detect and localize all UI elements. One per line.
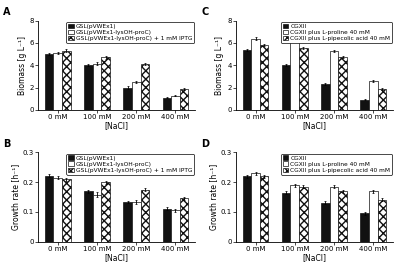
Bar — [84, 191, 92, 242]
Text: C: C — [201, 7, 208, 17]
Y-axis label: Biomass [g L⁻¹]: Biomass [g L⁻¹] — [216, 36, 224, 95]
Bar — [290, 39, 299, 110]
Bar — [180, 89, 188, 110]
Bar — [132, 82, 140, 110]
Bar — [140, 190, 149, 242]
Bar — [378, 200, 386, 242]
Bar — [84, 65, 92, 110]
Bar — [180, 199, 188, 242]
Bar — [369, 81, 378, 110]
X-axis label: [NaCl]: [NaCl] — [302, 121, 326, 130]
Y-axis label: Growth rate [h⁻¹]: Growth rate [h⁻¹] — [11, 164, 20, 230]
Bar — [171, 96, 180, 110]
Legend: GSL(pVWEx1), GSL(pVWEx1-lysOH-proC), GSL(pVWEx1-lysOH-proC) + 1 mM IPTG: GSL(pVWEx1), GSL(pVWEx1-lysOH-proC), GSL… — [66, 22, 194, 43]
Bar — [251, 38, 260, 110]
Bar — [282, 65, 290, 110]
Legend: CGXII, CGXII plus L-proline 40 mM, CGXII plus L-pipecolic acid 40 mM: CGXII, CGXII plus L-proline 40 mM, CGXII… — [281, 22, 392, 43]
Bar — [321, 203, 330, 242]
Bar — [92, 63, 101, 110]
Bar — [360, 100, 369, 110]
Bar — [299, 48, 308, 110]
Bar — [260, 176, 268, 242]
Bar — [53, 178, 62, 242]
Y-axis label: Biomass [g L⁻¹]: Biomass [g L⁻¹] — [18, 36, 26, 95]
Bar — [251, 173, 260, 242]
Y-axis label: Growth rate [h⁻¹]: Growth rate [h⁻¹] — [209, 164, 218, 230]
Bar — [171, 210, 180, 242]
Bar — [369, 191, 378, 242]
Bar — [242, 176, 251, 242]
Bar — [338, 57, 347, 110]
Bar — [290, 185, 299, 242]
X-axis label: [NaCl]: [NaCl] — [104, 253, 128, 262]
Bar — [378, 89, 386, 110]
Bar — [62, 51, 70, 110]
Bar — [101, 182, 110, 242]
Bar — [260, 45, 268, 110]
Bar — [162, 98, 171, 110]
Bar — [101, 58, 110, 110]
X-axis label: [NaCl]: [NaCl] — [302, 253, 326, 262]
Legend: GSL(pVWEx1), GSL(pVWEx1-lysOH-proC), GSL(pVWEx1-lysOH-proC) + 1 mM IPTG: GSL(pVWEx1), GSL(pVWEx1-lysOH-proC), GSL… — [66, 154, 194, 175]
Bar — [45, 54, 53, 110]
Bar — [330, 51, 338, 110]
Bar — [62, 179, 70, 242]
Legend: CGXII, CGXII plus L-proline 40 mM, CGXII plus L-pipecolic acid 40 mM: CGXII, CGXII plus L-proline 40 mM, CGXII… — [281, 154, 392, 175]
Bar — [299, 187, 308, 242]
Bar — [330, 187, 338, 242]
Bar — [338, 191, 347, 242]
Bar — [123, 87, 132, 110]
Text: D: D — [201, 139, 209, 149]
Bar — [132, 202, 140, 242]
Bar — [242, 50, 251, 110]
Bar — [140, 64, 149, 110]
Bar — [45, 176, 53, 242]
X-axis label: [NaCl]: [NaCl] — [104, 121, 128, 130]
Bar — [321, 84, 330, 110]
Text: A: A — [3, 7, 11, 17]
Bar — [123, 202, 132, 242]
Bar — [162, 209, 171, 242]
Bar — [92, 194, 101, 242]
Bar — [282, 193, 290, 242]
Text: B: B — [3, 139, 11, 149]
Bar — [360, 213, 369, 242]
Bar — [53, 53, 62, 110]
